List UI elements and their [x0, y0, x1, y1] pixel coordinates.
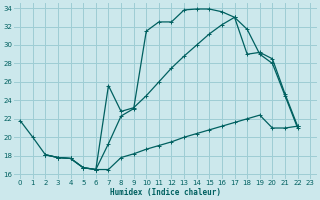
X-axis label: Humidex (Indice chaleur): Humidex (Indice chaleur) — [110, 188, 221, 197]
